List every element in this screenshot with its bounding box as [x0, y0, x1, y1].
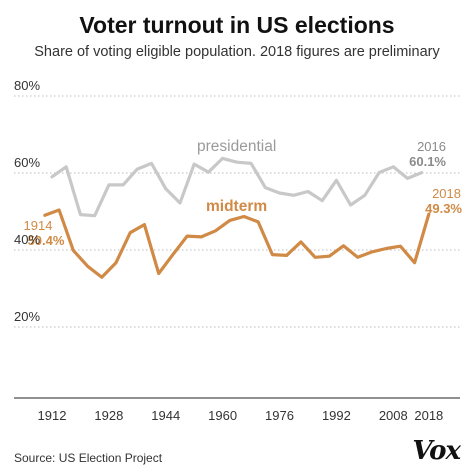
presidential-line: [50, 156, 424, 218]
x-tick-label: 1992: [322, 408, 351, 423]
gridlines: [14, 95, 460, 399]
axis-tick-labels: 20% 40% 60% 80% 1912 1928 1944 1960 1976 1992 2008…: [14, 78, 443, 423]
midterm-start-year-label: 1914: [24, 218, 53, 233]
presidential-end-value-label: 60.1%: [409, 154, 446, 169]
y-tick-label: 80%: [14, 78, 40, 93]
y-tick-label: 20%: [14, 309, 40, 324]
midterm-end-year-label: 2018: [432, 186, 461, 201]
midterm-series-label: midterm: [206, 198, 267, 215]
chart-labels: presidential midterm 2016 60.1% 2018 49.…: [24, 138, 463, 248]
x-tick-label: 2008: [379, 408, 408, 423]
source-note: Source: US Election Project: [14, 451, 163, 465]
presidential-series-label: presidential: [197, 138, 276, 155]
midterm-start-value-label: 50.4%: [28, 233, 65, 248]
x-tick-label: 1944: [151, 408, 180, 423]
midterm-end-value-label: 49.3%: [425, 201, 462, 216]
y-tick-label: 40%: [14, 232, 40, 247]
chart-subtitle: Share of voting eligible population. 201…: [34, 44, 440, 60]
presidential-end-year-label: 2016: [417, 139, 446, 154]
y-tick-label: 60%: [14, 155, 40, 170]
x-tick-label: 1928: [94, 408, 123, 423]
vox-logo: Vox: [412, 436, 461, 466]
chart-title: Voter turnout in US elections: [79, 12, 395, 38]
x-tick-label: 2018: [414, 408, 443, 423]
series-lines: [43, 156, 431, 279]
x-tick-label: 1960: [208, 408, 237, 423]
x-tick-label: 1912: [38, 408, 67, 423]
midterm-line: [43, 208, 431, 279]
x-tick-label: 1976: [265, 408, 294, 423]
